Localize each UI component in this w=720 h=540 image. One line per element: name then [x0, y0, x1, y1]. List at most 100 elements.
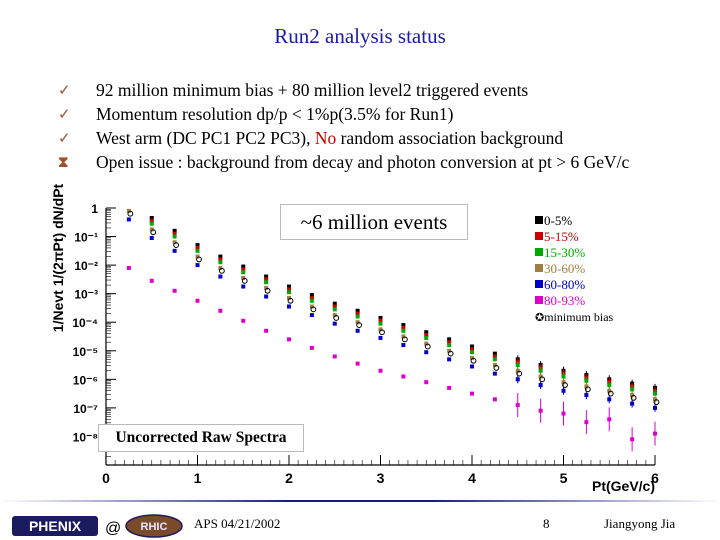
legend-item: ✪minimum bias — [535, 310, 614, 324]
data-point-80-93- — [653, 431, 657, 436]
min-bias-point — [493, 365, 500, 371]
data-point-15-30- — [264, 280, 269, 285]
data-point-30-60- — [195, 254, 200, 259]
data-point-15-30- — [515, 363, 520, 368]
data-point-60-80- — [332, 321, 337, 326]
y-tick-label: 10⁻³ — [74, 288, 98, 302]
legend-item: 30-60% — [535, 261, 613, 277]
x-tick-label: 2 — [285, 470, 293, 486]
data-point-0-5- — [378, 315, 383, 320]
min-bias-point — [630, 394, 637, 401]
bullet-item: ✓ West arm (DC PC1 PC2 PC3), No random a… — [58, 126, 678, 150]
data-point-60-80- — [424, 350, 429, 355]
footer-divider — [0, 500, 720, 502]
data-point-30-60- — [172, 240, 177, 245]
check-box-icon: ✓ — [58, 129, 71, 147]
data-point-5-15- — [492, 354, 497, 359]
min-bias-point — [264, 287, 271, 294]
data-point-5-15- — [447, 340, 452, 345]
svg-text:@: @ — [105, 520, 121, 537]
raw-spectra-annotation: Uncorrected Raw Spectra — [98, 424, 304, 452]
data-point-0-5- — [470, 344, 474, 349]
data-point-30-60- — [584, 384, 589, 389]
min-bias-point — [401, 336, 408, 343]
data-point-80-93- — [218, 308, 223, 313]
legend-swatch — [535, 264, 543, 272]
data-point-15-30- — [653, 391, 657, 396]
min-bias-point — [150, 229, 157, 236]
data-point-30-60- — [149, 227, 154, 232]
bullet-text: Momentum resolution dp/p < 1%p(3.5% for … — [96, 104, 454, 124]
data-point-80-93- — [309, 345, 314, 350]
min-bias-point — [424, 343, 431, 350]
data-point-5-15- — [378, 318, 383, 323]
min-bias-point — [516, 370, 523, 377]
data-point-80-93- — [378, 368, 383, 373]
x-tick-label: 4 — [468, 470, 476, 486]
min-bias-point — [379, 329, 385, 336]
data-point-30-60- — [309, 304, 314, 309]
data-point-0-5- — [424, 330, 429, 335]
data-point-80-93- — [515, 403, 520, 408]
legend-item: 80-93% — [535, 293, 613, 309]
min-bias-point — [218, 267, 225, 274]
legend-swatch — [535, 248, 543, 256]
bullet-item: ✓ Momentum resolution dp/p < 1%p(3.5% fo… — [58, 102, 678, 126]
data-point-5-15- — [218, 257, 223, 262]
data-point-15-30- — [241, 270, 246, 275]
data-point-60-80- — [538, 383, 543, 388]
min-bias-point — [584, 386, 591, 393]
min-bias-point — [241, 277, 248, 284]
data-point-80-93- — [401, 374, 406, 379]
y-axis-label: 1/Nevt 1/(2πPt) dN/dPt — [50, 183, 66, 332]
min-bias-point — [127, 210, 134, 217]
legend-swatch — [535, 232, 543, 240]
min-bias-point — [607, 390, 614, 397]
data-point-0-5- — [355, 308, 360, 313]
x-tick-label: 5 — [560, 470, 568, 486]
y-tick-label: 10⁻⁵ — [73, 345, 98, 359]
data-point-60-80- — [126, 217, 131, 222]
data-point-60-80- — [447, 357, 452, 362]
data-point-30-60- — [264, 285, 269, 290]
data-point-0-5- — [172, 228, 177, 233]
data-point-0-5- — [332, 301, 337, 306]
data-point-30-60- — [538, 374, 543, 379]
x-tick-label: 1 — [194, 470, 202, 486]
y-tick-label: 10⁻¹ — [74, 231, 98, 245]
data-point-30-60- — [287, 295, 291, 300]
data-point-60-80- — [195, 263, 200, 268]
data-point-5-15- — [195, 245, 200, 250]
svg-text:RHIC: RHIC — [141, 521, 168, 533]
data-point-60-80- — [264, 294, 269, 299]
data-point-80-93- — [561, 411, 566, 416]
data-point-30-60- — [355, 320, 360, 325]
data-point-80-93- — [287, 337, 291, 342]
data-point-80-93- — [538, 408, 543, 413]
data-point-60-80- — [515, 377, 520, 382]
data-point-30-60- — [561, 380, 566, 385]
data-point-5-15- — [172, 231, 177, 236]
events-annotation: ~6 million events — [280, 204, 468, 240]
data-point-0-5- — [264, 274, 269, 279]
data-point-30-60- — [492, 363, 497, 368]
data-point-80-93- — [241, 318, 246, 323]
data-point-15-30- — [447, 343, 452, 348]
data-point-0-5- — [149, 215, 154, 220]
highlight-no: No — [314, 128, 337, 148]
min-bias-point — [562, 382, 568, 388]
bullet-list: ✓ 92 million minimum bias + 80 million l… — [58, 78, 678, 174]
data-point-5-15- — [332, 304, 337, 309]
min-bias-point — [287, 297, 294, 304]
data-point-30-60- — [126, 208, 131, 213]
data-point-30-60- — [653, 397, 657, 402]
data-point-15-30- — [470, 350, 474, 355]
check-box-icon: ✓ — [58, 81, 71, 99]
legend-swatch — [535, 280, 543, 288]
data-point-15-30- — [607, 383, 612, 388]
data-point-0-5- — [401, 323, 406, 328]
bullet-text: Open issue : background from decay and p… — [96, 152, 630, 172]
min-bias-point — [653, 399, 660, 406]
data-point-80-93- — [126, 265, 131, 270]
data-point-5-15- — [309, 295, 314, 300]
